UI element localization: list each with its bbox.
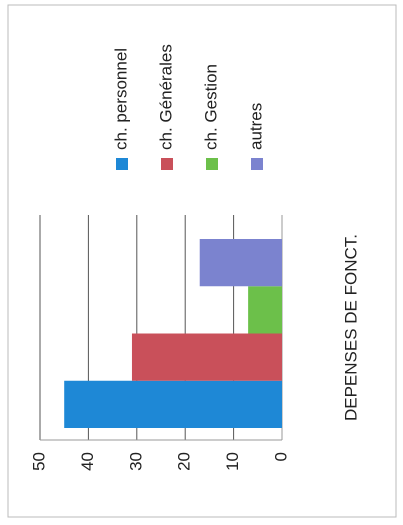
rotated-chart: 0 10 20 30 40 50 DEPENSES DE FONCT. ch. personn…	[29, 44, 360, 471]
legend-label: ch. Générales	[156, 44, 175, 150]
legend-swatch	[116, 158, 128, 170]
legend-swatch	[206, 158, 218, 170]
bar	[199, 239, 282, 287]
x-tick-label: DEPENSES DE FONCT.	[341, 234, 360, 421]
y-tick-label: 20	[175, 452, 194, 471]
legend-swatch	[161, 158, 173, 170]
bar	[131, 333, 282, 381]
legend-label: autres	[246, 103, 265, 150]
y-tick-label: 0	[271, 452, 290, 461]
legend-label: ch. personnel	[111, 48, 130, 150]
y-tick-label: 10	[223, 452, 242, 471]
frame	[7, 4, 397, 518]
legend-label: ch. Gestion	[201, 64, 220, 150]
y-tick-label: 40	[78, 452, 97, 471]
y-tick-label: 30	[126, 452, 145, 471]
bar	[64, 380, 282, 428]
legend-swatch	[251, 158, 263, 170]
y-tick-label: 50	[29, 452, 48, 471]
bar	[248, 286, 282, 334]
